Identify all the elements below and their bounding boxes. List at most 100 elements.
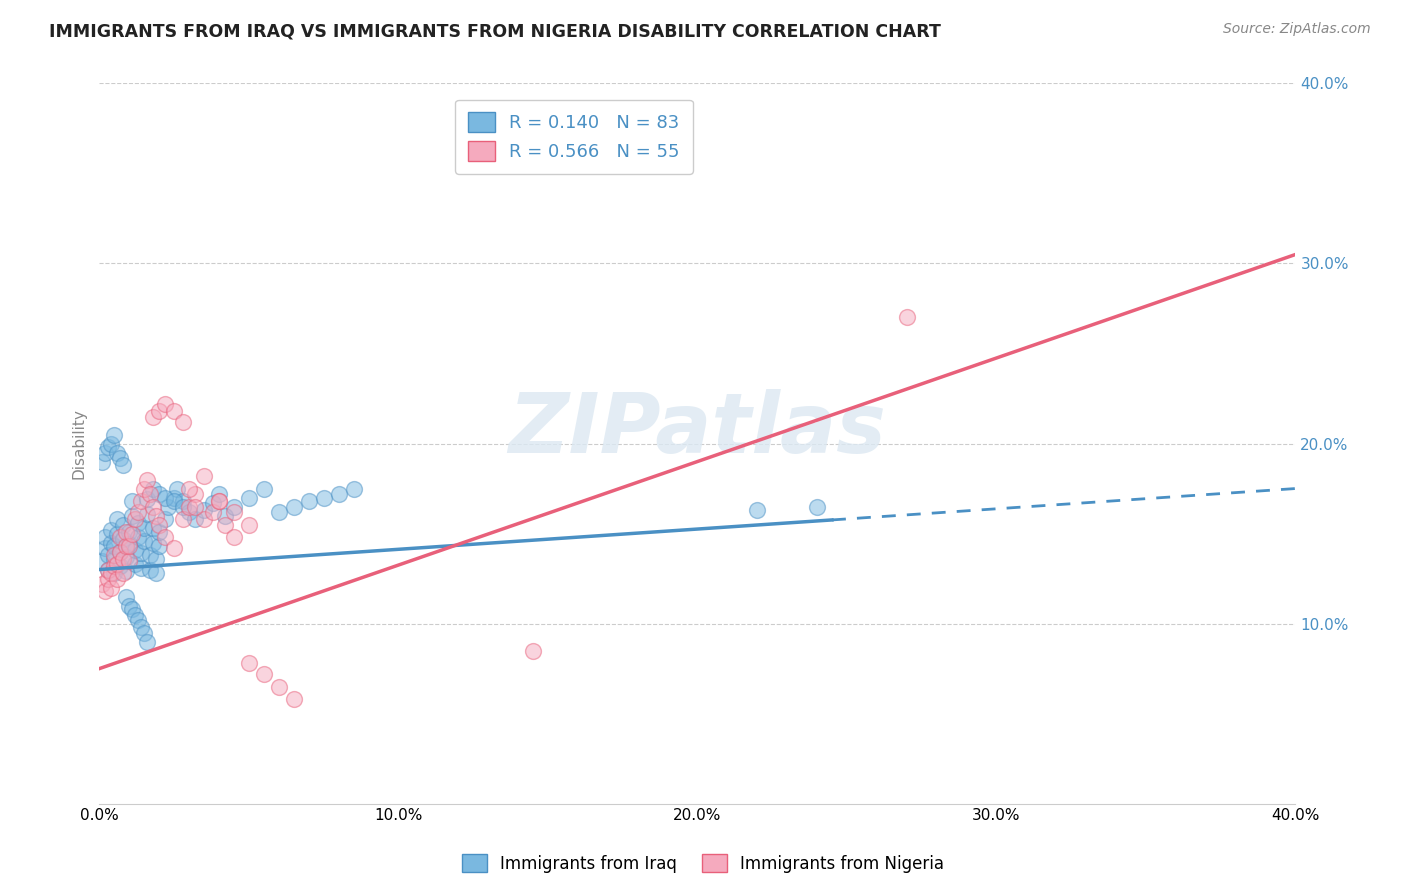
Point [208, 494, 231, 508]
Point [142, 409, 165, 424]
Point [121, 494, 143, 508]
Point [134, 482, 156, 496]
Point [129, 620, 152, 634]
Point [103, 558, 125, 573]
Point [179, 482, 201, 496]
Point [136, 507, 159, 521]
Point [91, 553, 114, 567]
Point [155, 491, 177, 505]
Point [103, 566, 125, 581]
Point [155, 397, 177, 411]
Point [118, 539, 141, 553]
Point [124, 542, 146, 557]
Point [118, 553, 141, 567]
Point [202, 505, 225, 519]
Point [100, 523, 122, 537]
Point [142, 535, 165, 549]
Point [94, 445, 117, 459]
Point [129, 561, 152, 575]
Point [806, 500, 828, 514]
Point [253, 482, 276, 496]
Point [238, 491, 260, 505]
Point [115, 539, 138, 553]
Point [127, 516, 149, 530]
Point [103, 427, 125, 442]
Text: Source: ZipAtlas.com: Source: ZipAtlas.com [1223, 22, 1371, 37]
Point [118, 537, 141, 551]
Point [112, 551, 135, 566]
Point [115, 590, 138, 604]
Point [222, 500, 245, 514]
Point [97, 548, 120, 562]
Point [127, 505, 149, 519]
Point [179, 500, 201, 514]
Point [142, 521, 165, 535]
Point [97, 440, 120, 454]
Point [105, 526, 128, 541]
Point [110, 544, 132, 558]
Point [134, 533, 156, 548]
Point [328, 487, 350, 501]
Point [208, 494, 231, 508]
Point [166, 482, 188, 496]
Point [184, 487, 207, 501]
Point [110, 544, 132, 558]
Point [522, 643, 544, 657]
Text: ZIPatlas: ZIPatlas [509, 389, 886, 469]
Point [110, 558, 132, 573]
Point [112, 532, 135, 546]
Text: IMMIGRANTS FROM IRAQ VS IMMIGRANTS FROM NIGERIA DISABILITY CORRELATION CHART: IMMIGRANTS FROM IRAQ VS IMMIGRANTS FROM … [49, 22, 941, 40]
Point [105, 557, 128, 571]
Point [342, 482, 364, 496]
Point [97, 563, 120, 577]
Point [222, 505, 245, 519]
Point [94, 541, 117, 555]
Point [172, 512, 194, 526]
Point [110, 450, 132, 465]
Point [112, 566, 135, 581]
Point [112, 458, 135, 472]
Point [155, 530, 177, 544]
Point [155, 512, 177, 526]
Legend: R = 0.140   N = 83, R = 0.566   N = 55: R = 0.140 N = 83, R = 0.566 N = 55 [456, 100, 693, 174]
Point [148, 539, 170, 553]
Point [163, 491, 186, 505]
Point [148, 487, 170, 501]
Point [129, 546, 152, 560]
Point [172, 494, 194, 508]
Point [142, 500, 165, 514]
Point [118, 599, 141, 613]
Point [157, 500, 180, 514]
Point [100, 581, 122, 595]
Point [103, 548, 125, 562]
Point [283, 500, 305, 514]
Point [115, 549, 138, 564]
Point [214, 517, 236, 532]
Point [121, 526, 143, 541]
Point [193, 512, 215, 526]
Point [148, 404, 170, 418]
Point [145, 551, 167, 566]
Point [121, 508, 143, 523]
Point [267, 505, 290, 519]
Point [115, 565, 138, 579]
Point [110, 530, 132, 544]
Point [127, 613, 149, 627]
Point [94, 584, 117, 599]
Point [896, 310, 918, 325]
Point [124, 557, 146, 571]
Point [103, 539, 125, 553]
Point [148, 517, 170, 532]
Point [145, 508, 167, 523]
Point [91, 577, 114, 591]
Point [238, 656, 260, 670]
Point [105, 572, 128, 586]
Point [97, 572, 120, 586]
Point [105, 512, 128, 526]
Point [136, 473, 159, 487]
Point [103, 551, 125, 566]
Point [124, 512, 146, 526]
Point [222, 530, 245, 544]
Point [184, 500, 207, 514]
Point [112, 517, 135, 532]
